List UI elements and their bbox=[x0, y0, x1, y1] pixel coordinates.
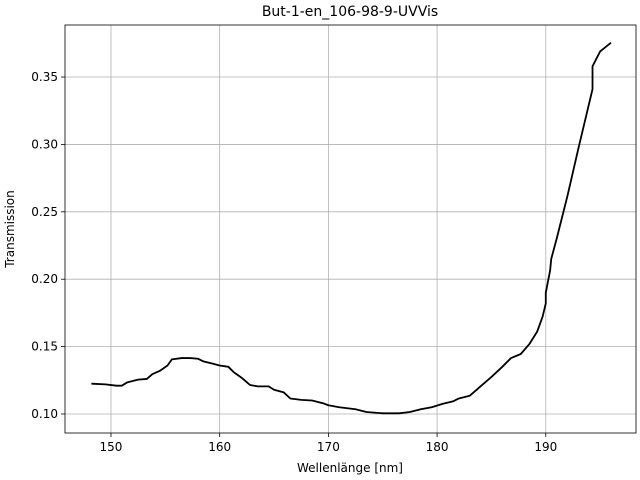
x-tick-label: 190 bbox=[534, 440, 557, 454]
data-line bbox=[91, 41, 612, 415]
x-axis-label: Wellenlänge [nm] bbox=[297, 461, 403, 475]
x-tick-label: 180 bbox=[426, 440, 449, 454]
y-tick-label: 0.20 bbox=[31, 272, 58, 286]
y-tick-label: 0.25 bbox=[31, 205, 58, 219]
y-tick-label: 0.15 bbox=[31, 340, 58, 354]
y-tick-label: 0.35 bbox=[31, 70, 58, 84]
chart-title: But-1-en_106-98-9-UVVis bbox=[262, 4, 438, 20]
y-tick-label: 0.10 bbox=[31, 407, 58, 421]
x-tick-label: 160 bbox=[208, 440, 231, 454]
x-tick-label: 170 bbox=[317, 440, 340, 454]
plot-frame bbox=[64, 24, 637, 434]
x-tick-label: 150 bbox=[100, 440, 123, 454]
y-tick-label: 0.30 bbox=[31, 137, 58, 151]
y-axis-label: Transmission bbox=[3, 190, 17, 269]
